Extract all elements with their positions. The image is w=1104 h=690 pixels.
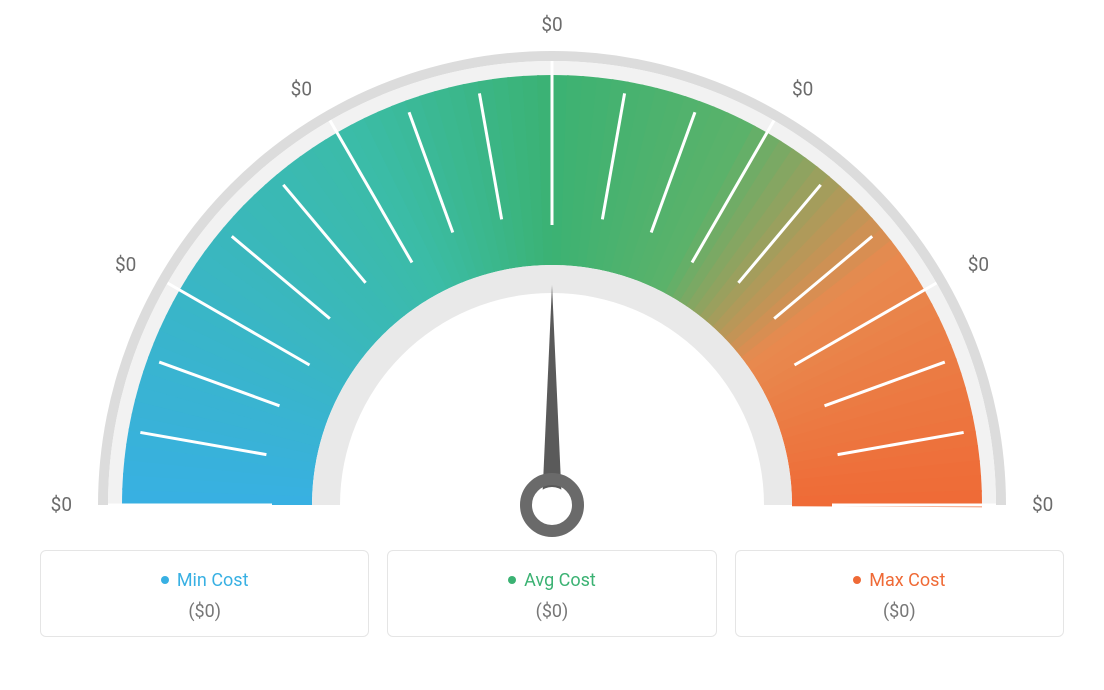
legend-dot-max <box>853 576 861 584</box>
legend-value-max: ($0) <box>746 601 1053 622</box>
svg-text:$0: $0 <box>968 253 989 276</box>
legend-title-min: Min Cost <box>161 570 249 591</box>
chart-container: $0 $0 $0 $0 $0 $0 $0 Min Cost ($0) Avg Cost ($… <box>0 0 1104 690</box>
gauge-svg: $0 $0 $0 $0 $0 $0 $0 <box>40 10 1064 550</box>
svg-text:$0: $0 <box>115 253 136 276</box>
gauge-chart: $0 $0 $0 $0 $0 $0 $0 <box>40 10 1064 550</box>
svg-text:$0: $0 <box>541 13 562 36</box>
svg-text:$0: $0 <box>1032 493 1053 516</box>
svg-text:$0: $0 <box>291 77 312 100</box>
legend-dot-min <box>161 576 169 584</box>
legend-title-max: Max Cost <box>853 570 945 591</box>
svg-text:$0: $0 <box>792 77 813 100</box>
legend-row: Min Cost ($0) Avg Cost ($0) Max Cost ($0… <box>40 550 1064 637</box>
legend-card-max: Max Cost ($0) <box>735 550 1064 637</box>
legend-value-avg: ($0) <box>398 601 705 622</box>
legend-label-min: Min Cost <box>177 570 249 591</box>
legend-title-avg: Avg Cost <box>508 570 596 591</box>
legend-label-max: Max Cost <box>869 570 945 591</box>
legend-value-min: ($0) <box>51 601 358 622</box>
svg-text:$0: $0 <box>51 493 72 516</box>
legend-card-min: Min Cost ($0) <box>40 550 369 637</box>
legend-dot-avg <box>508 576 516 584</box>
legend-card-avg: Avg Cost ($0) <box>387 550 716 637</box>
legend-label-avg: Avg Cost <box>524 570 596 591</box>
